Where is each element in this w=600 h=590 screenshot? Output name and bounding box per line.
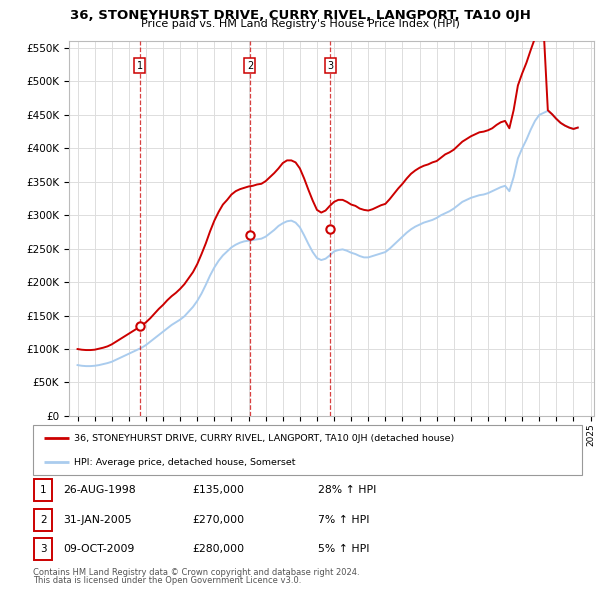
Text: This data is licensed under the Open Government Licence v3.0.: This data is licensed under the Open Gov… xyxy=(33,576,301,585)
Text: 2: 2 xyxy=(247,61,253,71)
Text: 3: 3 xyxy=(40,545,47,554)
Text: £270,000: £270,000 xyxy=(192,515,244,525)
Text: Price paid vs. HM Land Registry's House Price Index (HPI): Price paid vs. HM Land Registry's House … xyxy=(140,19,460,30)
Text: 7% ↑ HPI: 7% ↑ HPI xyxy=(318,515,370,525)
Text: 5% ↑ HPI: 5% ↑ HPI xyxy=(318,545,370,554)
Text: 1: 1 xyxy=(40,486,47,495)
Text: 09-OCT-2009: 09-OCT-2009 xyxy=(63,545,134,554)
Text: Contains HM Land Registry data © Crown copyright and database right 2024.: Contains HM Land Registry data © Crown c… xyxy=(33,568,359,577)
Text: 2: 2 xyxy=(40,515,47,525)
Text: 36, STONEYHURST DRIVE, CURRY RIVEL, LANGPORT, TA10 0JH (detached house): 36, STONEYHURST DRIVE, CURRY RIVEL, LANG… xyxy=(74,434,454,443)
Text: £135,000: £135,000 xyxy=(192,486,244,495)
Text: 28% ↑ HPI: 28% ↑ HPI xyxy=(318,486,376,495)
Text: 1: 1 xyxy=(137,61,143,71)
Text: £280,000: £280,000 xyxy=(192,545,244,554)
Text: 31-JAN-2005: 31-JAN-2005 xyxy=(63,515,131,525)
Text: 36, STONEYHURST DRIVE, CURRY RIVEL, LANGPORT, TA10 0JH: 36, STONEYHURST DRIVE, CURRY RIVEL, LANG… xyxy=(70,9,530,22)
Text: 3: 3 xyxy=(327,61,333,71)
Text: HPI: Average price, detached house, Somerset: HPI: Average price, detached house, Some… xyxy=(74,458,296,467)
Text: 26-AUG-1998: 26-AUG-1998 xyxy=(63,486,136,495)
